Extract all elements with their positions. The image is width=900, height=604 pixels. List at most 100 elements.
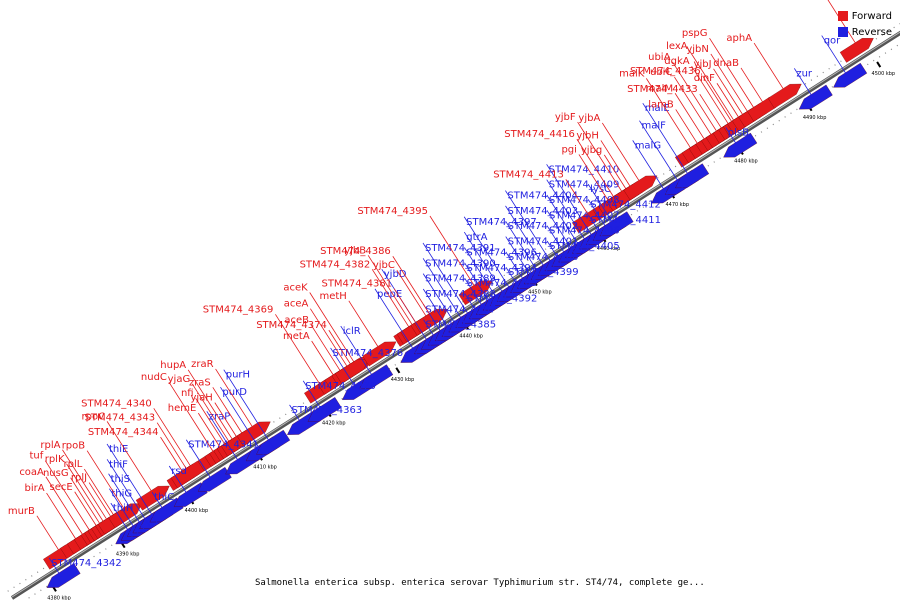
- legend-reverse-label: Reverse: [851, 26, 892, 38]
- leader-line-nfi: [195, 398, 225, 445]
- gene-label-yjah: yjaH: [190, 393, 212, 404]
- gene-label-rpoc: rpoC: [82, 411, 106, 422]
- gene-arrow-purh: [256, 429, 291, 455]
- forward-genes: [43, 38, 874, 570]
- reverse-gene-labels: STM474_4342thiHthiGthiSthiFthiEthiCrsdST…: [48, 35, 853, 584]
- gene-label-yjbb: yjbB: [344, 245, 366, 256]
- forward-gene-labels: murB birA coaA tuf secE nusG rplK rplA rplJ rplL r…: [8, 0, 856, 550]
- leader-line-meth: [348, 300, 379, 347]
- leader-line-plsb: [725, 127, 743, 153]
- gene-label-stm474-4385: STM474_4385: [426, 320, 497, 331]
- gene-label-stm474-4411: STM474_4411: [590, 215, 661, 226]
- tick-label: 4470 kbp: [665, 202, 689, 208]
- gene-label-stm474-4388: STM474_4388: [425, 289, 496, 300]
- leader-line-stm474-4416: [576, 138, 614, 197]
- leader-line-malg: [632, 140, 671, 199]
- gene-label-stm474-4393: STM474_4393: [467, 278, 538, 289]
- leader-line-stm474-4410: [546, 164, 598, 245]
- gene-label-stm474-4408: STM474_4408: [549, 195, 620, 206]
- leader-line-stm474-4404: [505, 190, 557, 271]
- forward-swatch: [837, 11, 848, 21]
- gene-label-plsb: plsB: [728, 127, 749, 138]
- gene-arrow-apha: [767, 83, 802, 109]
- gene-arrow-rpoc: [135, 485, 170, 511]
- gene-label-apha: aphA: [726, 33, 752, 44]
- leader-line-stm474-4433: [699, 93, 722, 129]
- gene-arrow-stm474-4454: [839, 38, 874, 63]
- leader-line-rplk: [66, 463, 104, 522]
- gene-label-malf: malF: [641, 121, 666, 132]
- gene-arrow-stm474-4370: [307, 397, 342, 422]
- kbp-ticks: 4380 kbp 4390 kbp 4400 kbp 4410 kbp 4420 kbp…: [47, 61, 895, 601]
- gene-label-thic: thiC: [154, 492, 174, 503]
- leader-line-stm474-4396: [464, 247, 502, 306]
- leader-line-yjbb: [367, 255, 413, 325]
- gene-label-yjba: yjbA: [578, 113, 600, 124]
- gene-label-male: malE: [645, 103, 670, 114]
- gene-label-acea: aceA: [284, 299, 309, 310]
- gene-label-stm474-4386: STM474_4386: [320, 246, 391, 257]
- leader-line-stm474-4436: [702, 75, 732, 122]
- leader-line-nusg: [70, 477, 100, 524]
- leader-line-dinf: [716, 83, 739, 118]
- gene-label-dgka: dgkA: [664, 56, 689, 67]
- gene-label-heme: hemE: [168, 403, 197, 414]
- leader-line-lamb: [675, 109, 698, 144]
- gene-label-thif: thiF: [109, 459, 128, 470]
- leader-line-acea: [310, 308, 348, 367]
- gene-label-zrap: zraP: [209, 411, 231, 422]
- gene-label-yjbd: yjbD: [384, 269, 407, 280]
- gene-label-stm474-4376: STM474_4376: [333, 348, 404, 359]
- leader-line-stm474-4391: [422, 242, 475, 324]
- gene-label-lamb: lamB: [648, 99, 674, 110]
- leader-line-stm474-4374: [328, 329, 351, 365]
- leader-line-stm474-4402: [505, 221, 543, 280]
- gene-label-stm474-4413: STM474_4413: [493, 169, 564, 180]
- gene-label-lexa: lexA: [666, 41, 688, 52]
- tick-label: 4440 kbp: [459, 333, 483, 339]
- leader-line-qor: [821, 35, 853, 84]
- leader-line-ubia: [672, 61, 717, 132]
- leader-line-stm474-4369: [275, 314, 320, 384]
- leader-line-yjbf: [577, 121, 622, 192]
- leader-line-apha: [753, 42, 784, 89]
- gene-arrow-yjba: [623, 175, 658, 201]
- gene-label-purd: purD: [222, 387, 247, 398]
- leader-line-yjbj: [713, 68, 743, 115]
- leader-line-thif: [106, 459, 152, 529]
- leader-line-zur: [794, 68, 818, 105]
- gene-label-hupa: hupA: [160, 360, 186, 371]
- leader-line-male: [642, 102, 695, 184]
- gene-label-stm474-4382: STM474_4382: [300, 259, 371, 270]
- legend-reverse: Reverse: [837, 24, 892, 40]
- leader-line-stm474-4344: [160, 436, 183, 472]
- gene-label-stm474-4416: STM474_4416: [504, 129, 575, 140]
- leader-line-stm474-4341: [185, 439, 217, 488]
- gene-label-stm474-4396: STM474_4396: [466, 247, 537, 258]
- gene-label-aceb: aceB: [284, 315, 309, 326]
- leader-line-stm474-4340: [153, 408, 191, 466]
- tick-label: 4390 kbp: [116, 552, 140, 558]
- leader-line-zras: [212, 387, 243, 434]
- leader-line-malf: [639, 120, 684, 191]
- tick-label: 4410 kbp: [253, 464, 277, 470]
- gene-label-pepe: pepE: [377, 289, 402, 300]
- gene-label-stm474-4412: STM474_4412: [590, 199, 661, 210]
- leader-line-malk: [645, 78, 691, 148]
- leader-line-acek: [309, 292, 355, 362]
- gene-arrow-qor: [833, 62, 868, 88]
- gene-label-stm474-4402: STM474_4402: [508, 221, 579, 232]
- leader-line-stm474-4342: [48, 557, 66, 584]
- gene-label-stm474-4401: STM474_4401: [508, 237, 579, 248]
- gene-arrow-stm474-4341: [197, 466, 232, 492]
- gene-arrow-male: [675, 163, 710, 189]
- leader-line-purh: [223, 369, 276, 451]
- leader-line-rpoc: [106, 421, 152, 491]
- leader-line-bira: [46, 492, 76, 539]
- leader-line-stm474-4401: [505, 236, 537, 285]
- leader-line-coaa: [45, 476, 83, 535]
- gene-arrow-stm474-4342: [46, 563, 81, 588]
- gene-arrow-meth: [362, 341, 397, 367]
- gene-label-dinf: dinF: [694, 73, 715, 84]
